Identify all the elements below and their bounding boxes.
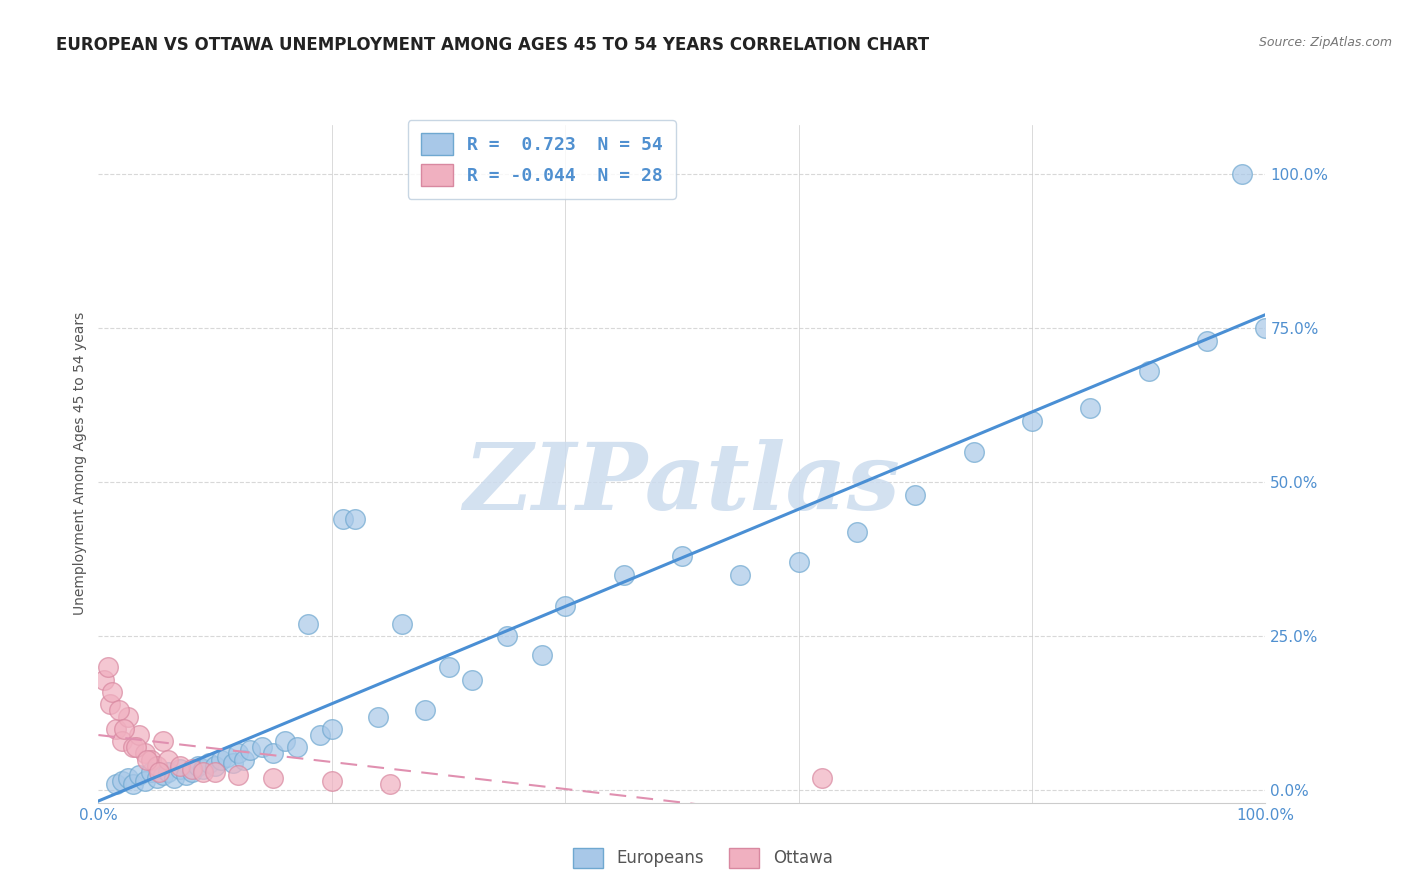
Point [204, 764, 226, 779]
Point [93, 673, 115, 687]
Point [962, 444, 984, 458]
Point [148, 764, 170, 779]
Point [169, 762, 191, 776]
Point [136, 753, 159, 767]
Text: Source: ZipAtlas.com: Source: ZipAtlas.com [1258, 36, 1392, 49]
Point [139, 764, 162, 779]
Point [344, 512, 367, 526]
Y-axis label: Unemployment Among Ages 45 to 54 years: Unemployment Among Ages 45 to 54 years [73, 312, 87, 615]
Point [239, 743, 262, 757]
Point [495, 629, 517, 643]
Point [169, 759, 191, 773]
Point [146, 771, 169, 785]
Point [811, 771, 834, 785]
Point [1021, 414, 1043, 428]
Point [730, 567, 752, 582]
Point [297, 617, 319, 632]
Point [98, 697, 121, 711]
Point [437, 660, 460, 674]
Point [117, 709, 139, 723]
Point [104, 777, 127, 791]
Point [321, 722, 343, 736]
Point [787, 556, 810, 570]
Point [1195, 334, 1218, 348]
Point [122, 740, 145, 755]
Point [146, 759, 169, 773]
Point [1080, 401, 1102, 416]
Point [111, 774, 134, 789]
Point [321, 774, 343, 789]
Point [367, 709, 389, 723]
Point [233, 753, 256, 767]
Point [104, 722, 127, 736]
Point [228, 747, 250, 761]
Point [117, 771, 139, 785]
Point [262, 747, 284, 761]
Point [309, 728, 332, 742]
Point [111, 734, 134, 748]
Point [157, 753, 180, 767]
Point [262, 771, 284, 785]
Point [904, 488, 927, 502]
Point [125, 740, 148, 755]
Point [332, 512, 354, 526]
Point [128, 768, 150, 782]
Point [671, 549, 693, 564]
Point [139, 753, 162, 767]
Legend: R =  0.723  N = 54, R = -0.044  N = 28: R = 0.723 N = 54, R = -0.044 N = 28 [408, 120, 676, 199]
Point [108, 703, 131, 717]
Point [152, 734, 174, 748]
Point [228, 768, 250, 782]
Point [97, 660, 120, 674]
Point [1230, 167, 1253, 181]
Point [274, 734, 297, 748]
Point [134, 747, 156, 761]
Point [285, 740, 308, 755]
Point [378, 777, 402, 791]
Point [101, 685, 124, 699]
Text: EUROPEAN VS OTTAWA UNEMPLOYMENT AMONG AGES 45 TO 54 YEARS CORRELATION CHART: EUROPEAN VS OTTAWA UNEMPLOYMENT AMONG AG… [56, 36, 929, 54]
Point [112, 722, 135, 736]
Point [215, 749, 238, 764]
Point [174, 768, 197, 782]
Text: ZIPatlas: ZIPatlas [464, 439, 900, 529]
Point [134, 774, 156, 789]
Point [122, 777, 145, 791]
Point [180, 764, 202, 779]
Point [157, 764, 180, 779]
Point [180, 762, 202, 776]
Point [391, 617, 413, 632]
Point [163, 771, 186, 785]
Point [193, 764, 215, 779]
Point [204, 759, 226, 773]
Point [461, 673, 484, 687]
Point [1137, 364, 1160, 378]
Legend: Europeans, Ottawa: Europeans, Ottawa [567, 841, 839, 875]
Point [530, 648, 553, 662]
Point [198, 756, 221, 770]
Point [187, 759, 209, 773]
Point [221, 756, 243, 770]
Point [1254, 321, 1277, 335]
Point [193, 762, 215, 776]
Point [413, 703, 436, 717]
Point [612, 567, 634, 582]
Point [845, 524, 868, 539]
Point [250, 740, 273, 755]
Point [554, 599, 576, 613]
Point [152, 768, 174, 782]
Point [209, 753, 232, 767]
Point [128, 728, 150, 742]
